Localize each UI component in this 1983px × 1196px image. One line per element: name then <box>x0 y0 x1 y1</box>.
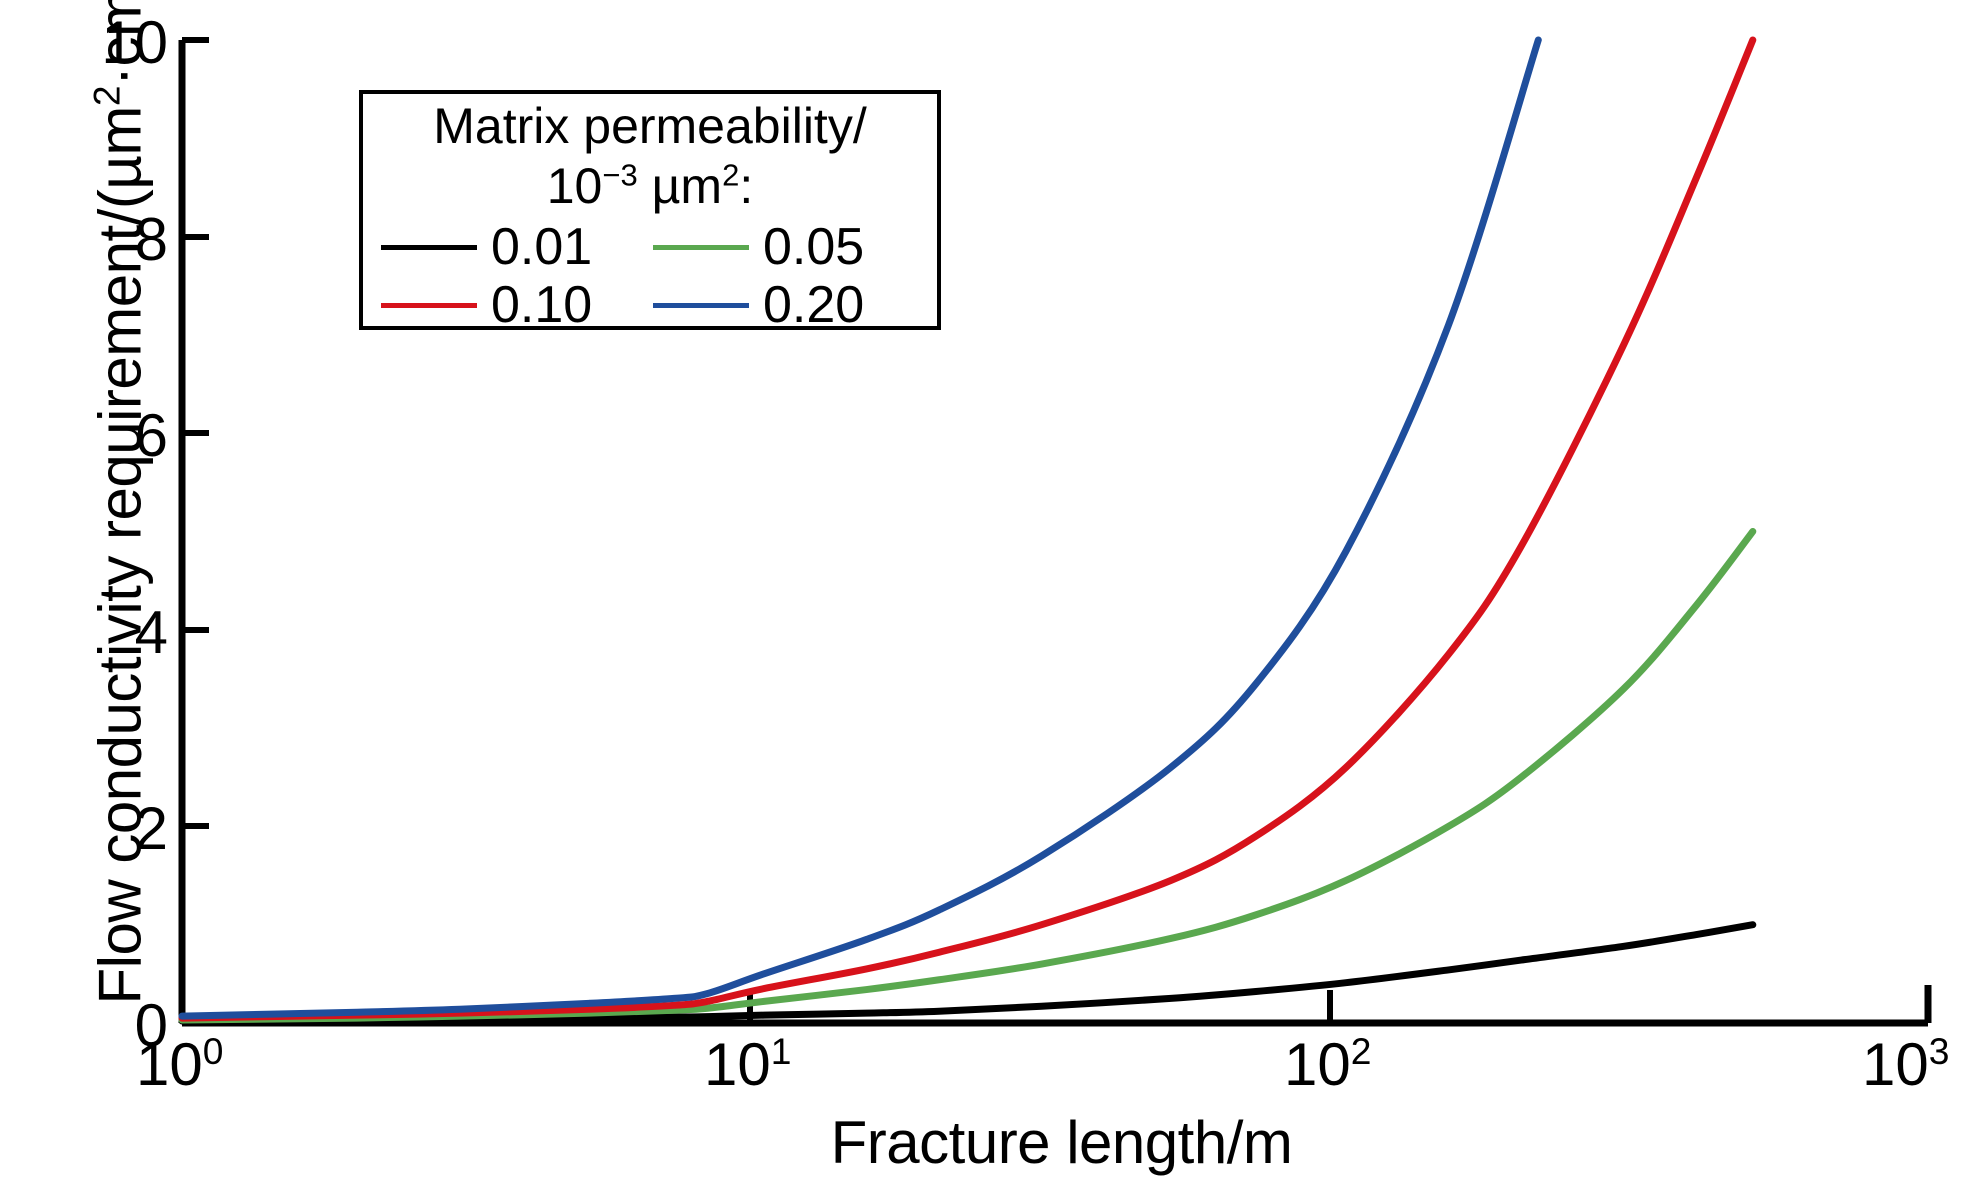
legend-swatch-icon-0 <box>381 244 477 250</box>
series-line-0.20 <box>178 36 1542 1020</box>
x-tick-label-1e1: 101 <box>704 1030 792 1098</box>
x-tick-label-1e0: 100 <box>136 1030 224 1098</box>
legend-title-line2: 10−3 µm2: <box>546 157 754 214</box>
legend-item-2[interactable]: 0.10 <box>381 279 653 331</box>
axes-lines <box>178 40 1932 1027</box>
x-axis-title: Fracture length/m <box>830 1109 1293 1176</box>
y-tick-label-10: 10 <box>101 9 168 76</box>
legend-swatch-icon-2 <box>381 302 477 308</box>
x-tick-label-1e3: 103 <box>1862 1030 1950 1098</box>
legend-item-1[interactable]: 0.05 <box>653 221 925 273</box>
legend-title-line1: Matrix permeability/ <box>433 98 867 154</box>
y-tick-label-0: 0 <box>134 992 168 1059</box>
legend-label-2: 0.10 <box>491 276 593 334</box>
legend-item-0[interactable]: 0.01 <box>381 221 653 273</box>
legend-row-2: 0.10 0.20 <box>363 276 937 334</box>
series-line-0.10 <box>178 36 1757 1022</box>
legend-box: Matrix permeability/ 10−3 µm2: 0.01 0.05… <box>359 90 941 331</box>
legend-swatch-icon-1 <box>653 244 749 250</box>
y-tick-label-6: 6 <box>134 402 168 469</box>
y-tick-label-4: 4 <box>134 599 168 666</box>
x-tick-label-1e2: 102 <box>1284 1030 1372 1098</box>
legend-swatch-icon-3 <box>653 302 749 308</box>
legend-entries: 0.01 0.05 0.10 0.20 <box>363 218 937 334</box>
series-line-0.01 <box>178 921 1757 1025</box>
data-series <box>178 36 1757 1025</box>
legend-row-1: 0.01 0.05 <box>363 218 937 276</box>
legend-label-1: 0.05 <box>763 218 865 276</box>
legend-label-0: 0.01 <box>491 218 593 276</box>
y-tick-label-8: 8 <box>134 206 168 273</box>
legend-label-3: 0.20 <box>763 276 865 334</box>
legend-item-3[interactable]: 0.20 <box>653 279 925 331</box>
y-tick-label-2: 2 <box>134 795 168 862</box>
y-axis-ticks <box>182 37 209 829</box>
